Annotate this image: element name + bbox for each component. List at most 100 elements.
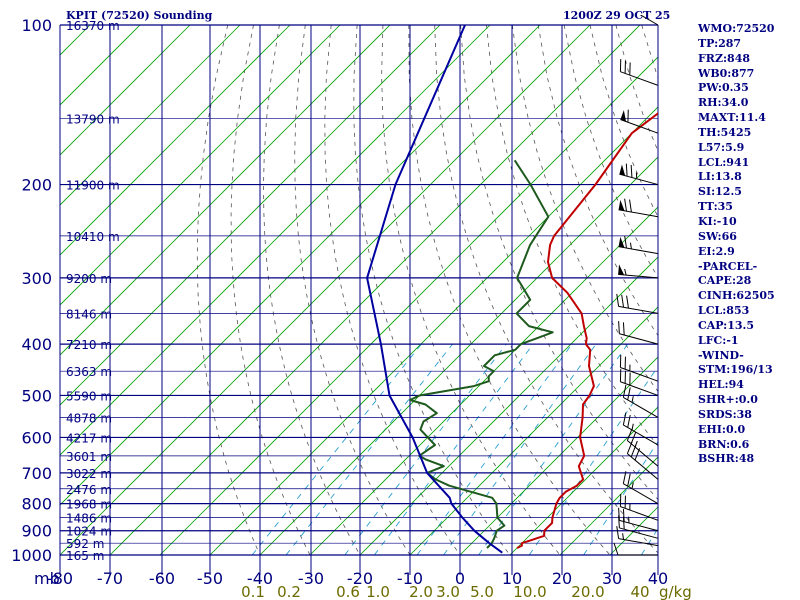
index-value: SHR+:0.0: [698, 393, 758, 407]
pressure-tick-label: 100: [21, 16, 52, 35]
sounding-indices: WMO:72520 TP:287 FRZ:848 WB0:877 PW:0.35 RH:3…: [698, 22, 798, 467]
isotherm: [109, 25, 641, 555]
isotherm: [459, 356, 658, 555]
height-label: 3601 m: [66, 450, 112, 464]
temperature-tick-label: -80: [47, 569, 73, 588]
height-label: 4878 m: [66, 411, 112, 425]
index-value: CAP:13.5: [698, 318, 755, 332]
temperature-tick-label: -50: [197, 569, 223, 588]
dry-adiabat: [230, 25, 311, 555]
isotherm: [60, 25, 591, 555]
dry-adiabat: [196, 25, 261, 555]
temperature-tick-label: -10: [397, 569, 423, 588]
index-value: EI:2.9: [698, 244, 735, 258]
height-label: 16370 m: [66, 19, 120, 33]
wind-barb: [616, 293, 659, 314]
observation-time: 1200Z 29 OCT 25: [563, 9, 671, 22]
pressure-unit-label: mb: [34, 569, 60, 588]
temperature-tick-label: -40: [247, 569, 273, 588]
mixing-ratio-lines: [251, 343, 658, 555]
wind-barb: [618, 515, 659, 539]
sounding-traces: [366, 25, 658, 554]
isotherm: [509, 406, 658, 555]
dry-adiabat: [294, 25, 411, 555]
index-value: WB0:877: [698, 66, 755, 80]
height-label: 165 m: [66, 549, 104, 563]
pressure-tick-label: 800: [21, 495, 52, 514]
mixing-ratio-tick-label: 10.0: [513, 583, 546, 600]
height-label: 7210 m: [66, 338, 112, 352]
pressure-tick-label: 1000: [11, 546, 52, 565]
temperature-tick-label: 10: [502, 569, 522, 588]
temperature-tick-label: -30: [298, 569, 324, 588]
height-label: 1486 m: [66, 512, 112, 526]
index-value: FRZ:848: [698, 51, 751, 65]
index-value: LFC:-1: [698, 333, 739, 347]
index-value: LCL:853: [698, 304, 750, 318]
pressure-tick-label: 200: [21, 176, 52, 195]
mixing-ratio-tick-label: 5.0: [470, 583, 494, 600]
pressure-temperature-grid: [59, 24, 659, 575]
sounding-trace: [366, 25, 503, 554]
isotherm: [60, 25, 291, 256]
pressure-tick-label: 300: [21, 269, 52, 288]
pressure-tick-label: 900: [21, 522, 52, 541]
index-value: TH:5425: [698, 125, 752, 139]
isotherm: [359, 256, 658, 555]
index-value: BSHR:48: [698, 452, 755, 466]
dry-adiabat: [324, 25, 461, 555]
height-label: 2476 m: [66, 483, 112, 497]
mixing-ratio-tick-label: 0.1: [241, 583, 265, 600]
index-value: STM:196/13: [698, 363, 773, 377]
isotherm: [60, 25, 441, 406]
dry-adiabat: [263, 25, 361, 555]
height-label: 1024 m: [66, 525, 112, 539]
pressure-tick-label: 600: [21, 428, 52, 447]
wind-barb: [626, 428, 659, 467]
index-value: -PARCEL-: [698, 259, 758, 273]
mixing-ratio-tick-label: 2.0: [409, 583, 433, 600]
index-value: SRDS:38: [698, 407, 752, 421]
index-value: SW:66: [698, 229, 737, 243]
wind-barb: [616, 526, 659, 547]
isotherm: [559, 456, 658, 555]
isotherm: [259, 156, 658, 555]
isotherm: [60, 25, 491, 456]
dry-adiabat: [511, 25, 658, 393]
dry-adiabat: [460, 25, 658, 501]
index-value: LI:13.8: [698, 170, 742, 184]
index-value: TP:287: [698, 36, 742, 50]
wind-barb: [618, 321, 659, 345]
mixing-ratio-line: [285, 343, 453, 555]
index-value: MAXT:11.4: [698, 111, 766, 125]
height-label: 592 m: [66, 537, 104, 551]
temperature-tick-label: 20: [552, 569, 572, 588]
height-label: 3022 m: [66, 467, 112, 481]
wind-barb: [613, 542, 658, 556]
wind-barb: [622, 384, 659, 418]
wind-barb: [622, 471, 659, 505]
index-value: LCL:941: [698, 155, 750, 169]
dry-adiabat: [353, 25, 511, 555]
pressure-tick-label: 500: [21, 386, 52, 405]
temperature-axis: -80 -70 -60 -50 -40 -30 -20 -10 0 10 20 30 40: [47, 569, 668, 588]
mixing-ratio-tick-label: 0.2: [277, 583, 301, 600]
mixing-ratio-line: [416, 343, 573, 555]
isotherm: [0, 25, 40, 566]
mixing-ratio-tick-label: 0.6: [336, 583, 360, 600]
height-label: 4217 m: [66, 431, 112, 445]
height-labels: 16370 m 13790 m 11900 m 10410 m 9200 m 8146 m…: [66, 19, 120, 563]
wind-barb: [639, 15, 659, 26]
height-label: 8146 m: [66, 307, 112, 321]
mixing-ratio-tick-label: 1.0: [366, 583, 390, 600]
isotherm: [60, 25, 341, 306]
mixing-ratio-line: [373, 343, 534, 555]
wind-barb: [618, 264, 659, 279]
temperature-tick-label: -60: [149, 569, 175, 588]
mixing-ratio-unit-label: g/kg: [659, 583, 692, 600]
mixing-ratio-line: [443, 343, 597, 555]
index-value: BRN:0.6: [698, 437, 750, 451]
index-value: CINH:62505: [698, 289, 775, 303]
sounding-trace: [516, 112, 658, 549]
